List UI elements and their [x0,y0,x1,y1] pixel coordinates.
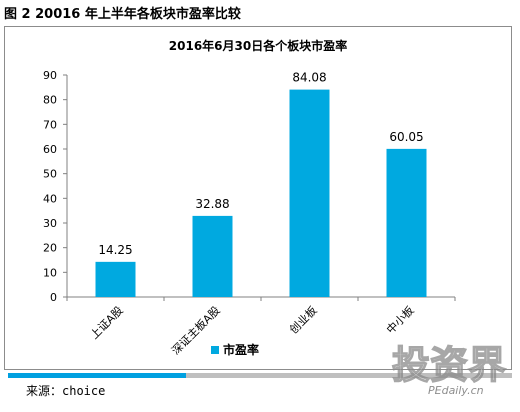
data-label: 32.88 [195,197,229,211]
footer-divider-bar [186,373,512,378]
pedaily-watermark-logo: 投资界 PEdaily.cn [386,334,514,400]
y-tick-label: 0 [50,291,57,304]
data-label: 84.08 [292,71,326,85]
y-tick-label: 90 [43,69,57,82]
x-tick-label: 上证A股 [88,304,126,342]
bar [95,261,136,297]
x-tick-label: 中小板 [383,303,416,336]
y-tick-label: 60 [43,143,57,156]
chart-title: 2016年6月30日各个板块市盈率 [169,38,347,53]
source-note: 来源：choice [26,384,106,398]
watermark-glyphs: 投资界 [392,342,506,387]
y-tick-label: 20 [43,242,57,255]
y-tick-label: 30 [43,217,57,230]
bar [192,215,233,297]
y-tick-label: 50 [43,168,57,181]
bar [289,89,330,297]
watermark-site: PEdaily.cn [428,384,484,397]
figure-title: 图 2 20016 年上半年各板块市盈率比较 [4,7,241,22]
y-tick-label: 70 [43,118,57,131]
data-label: 14.25 [98,243,132,257]
bar-chart: 2016年6月30日各个板块市盈率 0 10 20 30 40 50 60 70 80 90 14.2… [43,38,456,357]
y-tick-label: 40 [43,192,57,205]
y-tick-label: 10 [43,266,57,279]
y-tick-label: 80 [43,94,57,107]
legend-label: 市盈率 [223,342,259,357]
footer-accent-bar [8,373,186,378]
data-label: 60.05 [389,130,423,144]
chart-area: 2016年6月30日各个板块市盈率 0 10 20 30 40 50 60 70 80 90 14.2… [4,26,512,370]
legend-swatch [211,346,219,354]
x-tick-label: 创业板 [286,303,319,336]
bar [386,148,427,297]
